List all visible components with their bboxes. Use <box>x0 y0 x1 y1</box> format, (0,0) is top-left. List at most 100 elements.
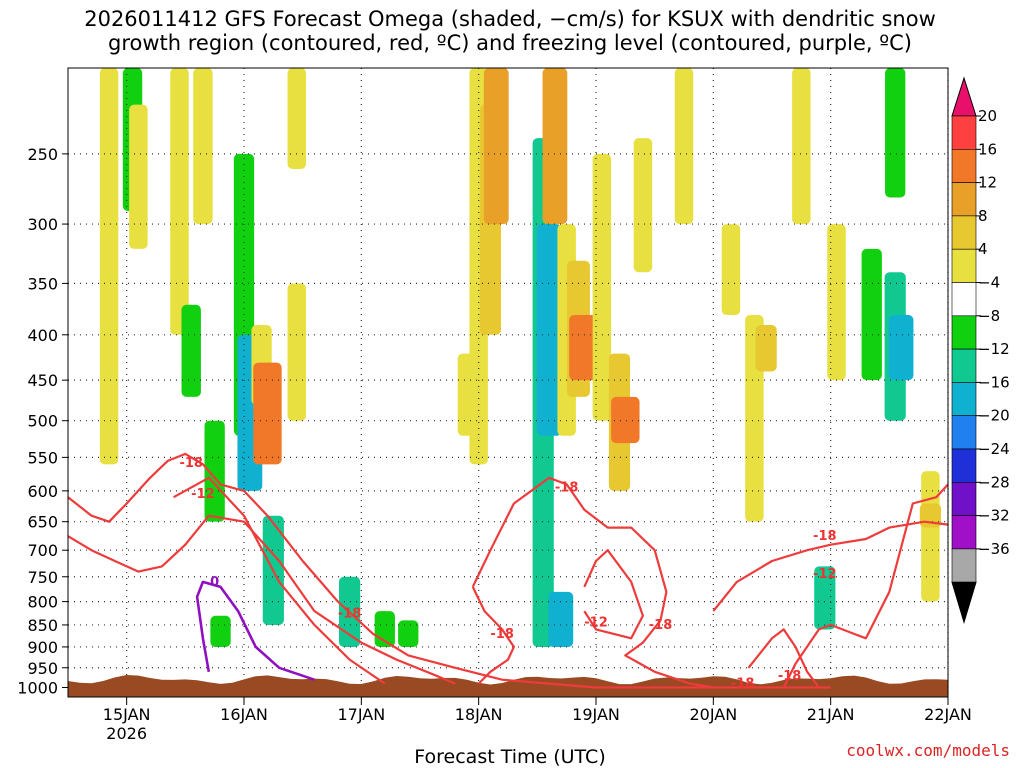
x-tick-label: 15JAN <box>103 705 151 724</box>
omega-cell <box>569 315 600 381</box>
omega-cell <box>287 283 307 421</box>
omega-cell <box>536 224 562 436</box>
omega-cell <box>721 224 741 316</box>
colorbar-swatch <box>951 348 977 383</box>
omega-cell <box>674 68 694 225</box>
omega-cell <box>398 620 419 647</box>
colorbar-label: −4 <box>978 274 1000 292</box>
omega-cell <box>921 471 940 602</box>
omega-cell <box>253 362 282 465</box>
omega-cell <box>210 615 231 647</box>
y-tick-label: 750 <box>27 568 58 587</box>
x-tick-label: 22JAN <box>924 705 972 724</box>
contour-label: -18 <box>490 627 514 642</box>
colorbar-swatch <box>951 248 977 283</box>
contour-label: 0 <box>210 575 219 590</box>
y-axis: 250 300 350 400 450 500 550 600 650 700 750 800 850 9… <box>17 145 68 697</box>
omega-cell <box>611 396 640 444</box>
omega-cell <box>483 68 509 225</box>
colorbar-swatch <box>951 115 977 150</box>
colorbar-label: −36 <box>978 540 1010 558</box>
y-tick-label: 550 <box>27 448 58 467</box>
omega-cell <box>548 591 574 647</box>
colorbar-swatch <box>951 515 977 550</box>
y-tick-label: 350 <box>27 274 58 293</box>
colorbar-label: −8 <box>978 307 1000 325</box>
y-tick-label: 700 <box>27 541 58 560</box>
omega-cell <box>129 104 148 249</box>
y-tick-label: 950 <box>27 659 58 678</box>
colorbar-swatch <box>951 282 977 317</box>
omega-cell <box>592 153 612 421</box>
plot-area: -18 -12 -18 -18 -18 -12 -18 -18 -18 -18 -12 0 <box>67 68 949 697</box>
y-tick-label: 650 <box>27 513 58 532</box>
colorbar-label: −28 <box>978 473 1010 491</box>
contour-label: -18 <box>338 606 362 621</box>
colorbar-swatch <box>951 182 977 217</box>
contour-label: -18 <box>555 481 579 496</box>
colorbar-label: −12 <box>978 340 1010 358</box>
chart-title-line1: 2026011412 GFS Forecast Omega (shaded, −… <box>84 7 936 31</box>
x-tick-label: 21JAN <box>807 705 855 724</box>
colorbar-bottom-arrow <box>951 581 977 624</box>
omega-shading-layer <box>99 68 941 647</box>
colorbar-swatch <box>951 149 977 183</box>
isotherm-minus12 <box>712 520 949 612</box>
x-tick-label: 20JAN <box>689 705 737 724</box>
y-tick-label: 250 <box>27 145 58 164</box>
omega-cell <box>885 68 906 198</box>
y-tick-label: 850 <box>27 616 58 635</box>
chart-title-line2: growth region (contoured, red, ºC) and f… <box>108 31 912 55</box>
x-tick-label: 17JAN <box>337 705 385 724</box>
colorbar-swatch <box>951 382 977 416</box>
x-tick-label: 16JAN <box>220 705 268 724</box>
y-tick-label: 300 <box>27 215 58 234</box>
contour-label: -18 <box>179 456 203 471</box>
omega-cell <box>170 68 189 335</box>
colorbar-swatch <box>951 481 977 516</box>
contour-label: -18 <box>649 618 673 633</box>
contour-layer: -18 -12 -18 -18 -18 -12 -18 -18 -18 -18 -12 0 <box>67 452 949 692</box>
y-tick-label: 800 <box>27 593 58 612</box>
y-tick-label: 600 <box>27 482 58 501</box>
omega-cell <box>792 68 811 225</box>
colorbar-label: −24 <box>978 440 1010 458</box>
omega-cell <box>633 138 653 273</box>
colorbar-label: −16 <box>978 373 1010 391</box>
terrain-layer <box>68 675 948 697</box>
terrain-surface <box>68 675 948 697</box>
colorbar-label: 12 <box>978 174 997 192</box>
y-tick-label: 500 <box>27 412 58 431</box>
omega-cell <box>814 566 836 630</box>
colorbar-swatch <box>951 548 977 583</box>
colorbar-label: 16 <box>978 140 997 158</box>
omega-cell <box>542 68 568 225</box>
x-tick-year-label: 2026 <box>106 724 147 743</box>
y-tick-label: 400 <box>27 326 58 345</box>
contour-label: -18 <box>778 669 802 684</box>
isotherm-minus18 <box>67 514 456 685</box>
omega-cell <box>99 68 119 465</box>
colorbar-label: −20 <box>978 407 1010 425</box>
x-tick-label: 19JAN <box>572 705 620 724</box>
colorbar-label: −32 <box>978 507 1010 525</box>
isotherm-minus18 <box>67 452 831 689</box>
contour-label: -12 <box>191 487 215 502</box>
freezing-level-line <box>195 580 315 681</box>
x-tick-label: 18JAN <box>455 705 503 724</box>
omega-cell <box>193 68 213 225</box>
contour-label: -12 <box>584 616 608 631</box>
contour-label: -18 <box>731 677 755 692</box>
isotherm-minus18 <box>471 476 714 689</box>
plot-frame <box>67 67 949 698</box>
contour-label: -12 <box>813 567 837 582</box>
colorbar-swatch <box>951 448 977 483</box>
colorbar-label: 20 <box>978 107 997 125</box>
colorbar-swatch <box>951 215 977 250</box>
isotherm-minus18 <box>747 628 820 689</box>
colorbar-label: 8 <box>978 207 988 225</box>
isotherm-minus12 <box>583 549 644 640</box>
isotherm-minus18 <box>782 483 949 688</box>
